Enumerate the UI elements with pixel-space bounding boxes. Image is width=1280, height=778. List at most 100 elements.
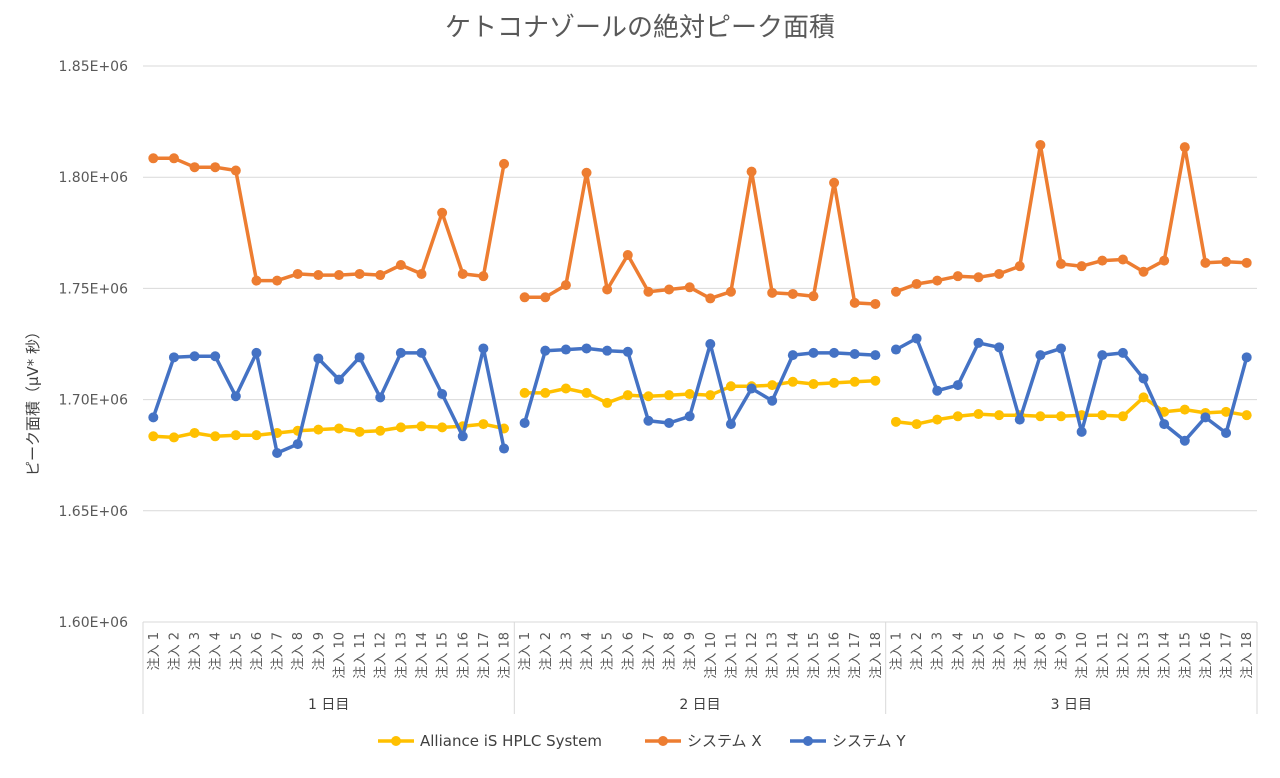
data-point — [478, 343, 489, 354]
data-point — [168, 153, 179, 164]
data-point — [787, 288, 798, 299]
data-point — [395, 347, 406, 358]
data-point — [1097, 255, 1108, 266]
data-point — [581, 387, 592, 398]
data-point — [1117, 411, 1128, 422]
data-point — [746, 166, 757, 177]
data-point — [870, 375, 881, 386]
data-point — [684, 282, 695, 293]
x-tick-label: 注入 18 — [1240, 632, 1255, 679]
x-tick-label: 注入 1 — [889, 632, 904, 670]
data-point — [725, 286, 736, 297]
data-point — [1159, 419, 1170, 430]
data-point — [1056, 343, 1067, 354]
data-point — [1241, 410, 1252, 421]
data-point — [272, 275, 283, 286]
y-tick-label: 1.70E+06 — [58, 393, 128, 409]
data-point — [932, 385, 943, 396]
data-point — [911, 333, 922, 344]
data-point — [684, 411, 695, 422]
x-tick-label: 注入 8 — [663, 632, 678, 670]
data-point — [994, 268, 1005, 279]
x-tick-label: 注入 17 — [1220, 632, 1235, 679]
x-tick-label: 注入 17 — [848, 632, 863, 679]
legend-swatch-marker — [391, 736, 401, 746]
x-tick-label: 注入 18 — [498, 632, 513, 679]
group-label: 2 日目 — [679, 697, 720, 713]
data-point — [437, 207, 448, 218]
data-point — [849, 297, 860, 308]
legend-item: システム X — [645, 732, 762, 750]
legend-item: システム Y — [790, 732, 906, 750]
x-tick-label: 注入 7 — [271, 632, 286, 670]
data-point — [416, 347, 427, 358]
data-point — [499, 158, 510, 169]
data-point — [622, 250, 633, 261]
data-point — [911, 278, 922, 289]
data-point — [973, 272, 984, 283]
x-tick-label: 注入 14 — [415, 632, 430, 679]
x-tick-label: 注入 9 — [312, 632, 327, 670]
y-axis-title: ピーク面積（μV* 秒） — [24, 324, 42, 476]
x-tick-label: 注入 16 — [456, 632, 471, 679]
data-point — [540, 292, 551, 303]
data-point — [602, 397, 613, 408]
data-point — [1241, 257, 1252, 268]
gridlines — [143, 65, 1257, 623]
data-point — [354, 352, 365, 363]
x-tick-label: 注入 10 — [704, 632, 719, 679]
data-point — [499, 443, 510, 454]
data-point — [911, 419, 922, 430]
data-point — [292, 439, 303, 450]
data-point — [189, 351, 200, 362]
data-point — [189, 162, 200, 173]
data-point — [643, 286, 654, 297]
series-line — [153, 156, 506, 283]
data-point — [829, 177, 840, 188]
data-point — [890, 286, 901, 297]
data-point — [746, 383, 757, 394]
x-tick-label: 注入 8 — [1034, 632, 1049, 670]
data-point — [375, 392, 386, 403]
data-point — [148, 412, 159, 423]
data-point — [932, 275, 943, 286]
x-tick-label: 注入 16 — [1199, 632, 1214, 679]
data-point — [767, 395, 778, 406]
data-point — [725, 419, 736, 430]
x-tick-label: 注入 12 — [745, 632, 760, 679]
data-point — [1097, 350, 1108, 361]
data-point — [1138, 392, 1149, 403]
data-point — [1138, 373, 1149, 384]
data-point — [952, 411, 963, 422]
data-point — [643, 415, 654, 426]
data-point — [313, 424, 324, 435]
data-point — [890, 344, 901, 355]
data-point — [519, 292, 530, 303]
data-point — [1200, 412, 1211, 423]
data-point — [932, 414, 943, 425]
data-point — [581, 343, 592, 354]
data-point — [1179, 404, 1190, 415]
x-tick-label: 注入 1 — [147, 632, 162, 670]
y-tick-label: 1.80E+06 — [58, 170, 128, 186]
data-point — [664, 417, 675, 428]
data-point — [602, 284, 613, 295]
series-line — [895, 143, 1247, 294]
series-line — [524, 169, 876, 306]
data-point — [1159, 255, 1170, 266]
data-point — [767, 287, 778, 298]
data-point — [787, 376, 798, 387]
data-point — [829, 347, 840, 358]
x-tick-label: 注入 15 — [1178, 632, 1193, 679]
data-point — [560, 280, 571, 291]
data-point — [808, 379, 819, 390]
data-point — [1221, 406, 1232, 417]
data-point — [849, 376, 860, 387]
data-point — [210, 162, 221, 173]
data-point — [540, 345, 551, 356]
series-2 — [148, 333, 1252, 458]
x-tick-label: 注入 5 — [972, 632, 987, 670]
legend-item: Alliance iS HPLC System — [378, 732, 602, 750]
data-point — [354, 268, 365, 279]
x-tick-label: 注入 13 — [766, 632, 781, 679]
